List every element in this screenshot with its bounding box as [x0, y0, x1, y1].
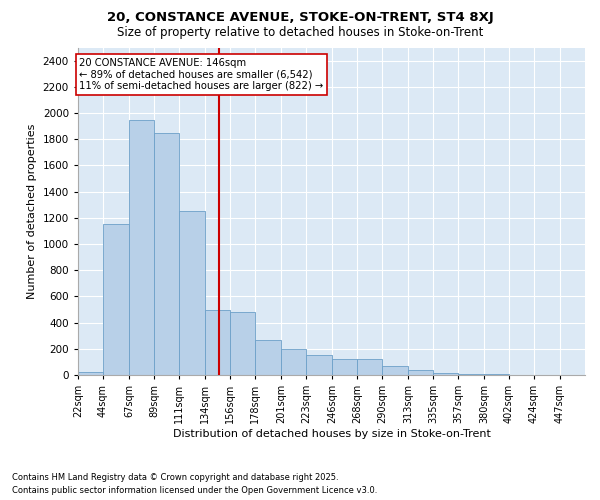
- Bar: [484, 374, 509, 375]
- Bar: [281, 349, 306, 375]
- Bar: [433, 372, 458, 375]
- Bar: [179, 211, 205, 375]
- Bar: [230, 312, 255, 375]
- Bar: [306, 354, 332, 375]
- Text: Contains HM Land Registry data © Crown copyright and database right 2025.: Contains HM Land Registry data © Crown c…: [12, 472, 338, 482]
- Text: Contains public sector information licensed under the Open Government Licence v3: Contains public sector information licen…: [12, 486, 377, 495]
- Text: Size of property relative to detached houses in Stoke-on-Trent: Size of property relative to detached ho…: [117, 26, 483, 39]
- Bar: [408, 370, 433, 375]
- X-axis label: Distribution of detached houses by size in Stoke-on-Trent: Distribution of detached houses by size …: [173, 429, 490, 439]
- Bar: [103, 224, 129, 375]
- Text: 20 CONSTANCE AVENUE: 146sqm
← 89% of detached houses are smaller (6,542)
11% of : 20 CONSTANCE AVENUE: 146sqm ← 89% of det…: [79, 58, 323, 91]
- Bar: [458, 374, 484, 375]
- Bar: [78, 372, 103, 375]
- Bar: [255, 340, 281, 375]
- Text: 20, CONSTANCE AVENUE, STOKE-ON-TRENT, ST4 8XJ: 20, CONSTANCE AVENUE, STOKE-ON-TRENT, ST…: [107, 11, 493, 24]
- Y-axis label: Number of detached properties: Number of detached properties: [27, 124, 37, 299]
- Bar: [154, 132, 179, 375]
- Bar: [382, 366, 408, 375]
- Bar: [332, 360, 357, 375]
- Bar: [205, 310, 230, 375]
- Bar: [357, 360, 382, 375]
- Bar: [129, 120, 154, 375]
